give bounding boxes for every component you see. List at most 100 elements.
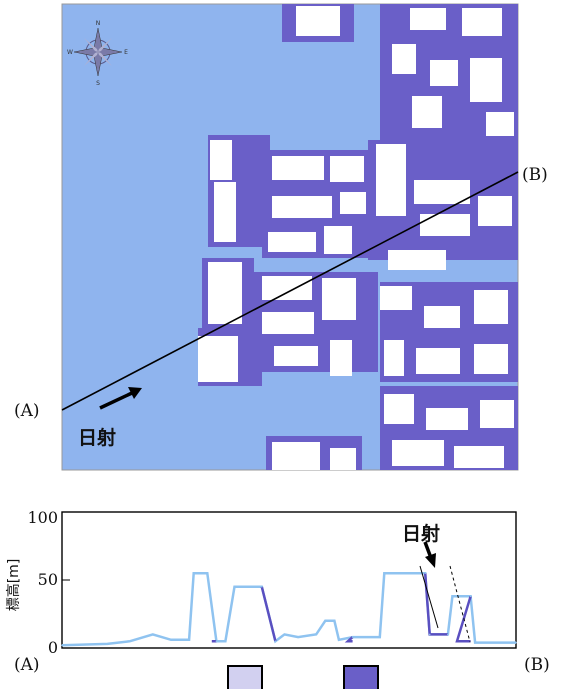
building [470,58,502,102]
profile-point [261,586,263,588]
shadow-segment [260,586,277,642]
building [480,400,514,428]
sun-arrow-down-icon [423,541,436,568]
profile-point [215,640,218,642]
y-tick-0: 0 [48,638,58,657]
profile-label-a: (A) [14,655,40,675]
profile-label-b: (B) [524,655,550,675]
profile-point [333,620,336,622]
profile-point [351,636,354,638]
building-layer [198,4,518,470]
building [324,226,352,254]
building [412,96,442,128]
profile-chart: 0 50 100 標高[m] 日射 (A) (B) [5,508,550,675]
profile-point [515,641,517,644]
profile-point [379,636,381,638]
profile-point [338,639,340,641]
shadow-segment [344,636,354,643]
sun-ray-dashed [449,565,471,643]
sun-ray-solid [419,565,439,629]
building [272,196,332,218]
building [416,348,460,374]
profile-point [383,572,386,574]
building [208,262,242,324]
profile-point [469,595,472,598]
building [410,8,446,30]
profile-point [152,633,154,636]
building [262,276,312,300]
y-axis-label: 標高[m] [5,559,22,612]
profile-point [424,572,427,574]
profile-point [106,643,109,645]
building [486,112,514,136]
building [272,442,320,470]
building [392,44,416,74]
profile-point [451,595,454,598]
building [322,278,356,320]
profile-point [315,633,318,636]
plot-frame [61,511,517,649]
profile-point [283,633,286,636]
building [214,182,236,242]
compass-s: S [96,80,100,87]
building [454,446,504,468]
legend-swatch-shadow [343,665,379,689]
building [424,306,460,328]
building [420,214,470,236]
building [392,440,444,466]
map-label-b: (B) [522,165,548,185]
building [330,448,356,470]
profile-point [206,572,209,574]
building [210,140,232,180]
map-label-a: (A) [14,401,40,421]
profile-sun-label: 日射 [402,522,440,545]
profile-point [297,636,299,638]
profile-point [274,640,277,642]
section-line [61,171,519,411]
building [426,408,468,430]
building [330,156,364,182]
profile-point [61,644,63,647]
map-panel: N E S W (A) (B) 日射 [14,3,548,471]
profile-point [388,572,390,574]
building [198,336,238,382]
building [340,192,366,214]
profile-point [170,639,172,641]
building [462,8,502,36]
profile-point [129,640,131,642]
profile-point [233,586,236,588]
profile-point [447,633,449,636]
building [296,6,340,36]
building [268,232,316,252]
building [388,250,446,270]
y-tick-100: 100 [27,508,58,527]
building [262,312,314,334]
profile-point [474,641,476,644]
profile-point [224,640,227,642]
profile-point [188,639,190,641]
shadow-segment [455,595,472,643]
sun-direction-arrow-icon [99,387,142,410]
legend-swatch-light [227,665,263,689]
compass-rose-icon: N E S W [67,20,128,87]
building [474,344,508,374]
compass-e: E [124,49,128,56]
building [376,144,406,216]
building [430,60,458,86]
map-sun-label: 日射 [78,426,116,449]
building [274,346,318,366]
building [384,340,404,376]
building [330,340,352,376]
profile-point [324,620,327,622]
profile-point [428,633,431,636]
building [380,286,412,310]
y-tick-50: 50 [38,570,58,589]
building [384,394,414,424]
profile-point [192,572,195,574]
building [272,156,324,180]
building [478,196,512,226]
compass-w: W [67,49,73,56]
compass-n: N [96,20,101,27]
building [474,290,508,324]
